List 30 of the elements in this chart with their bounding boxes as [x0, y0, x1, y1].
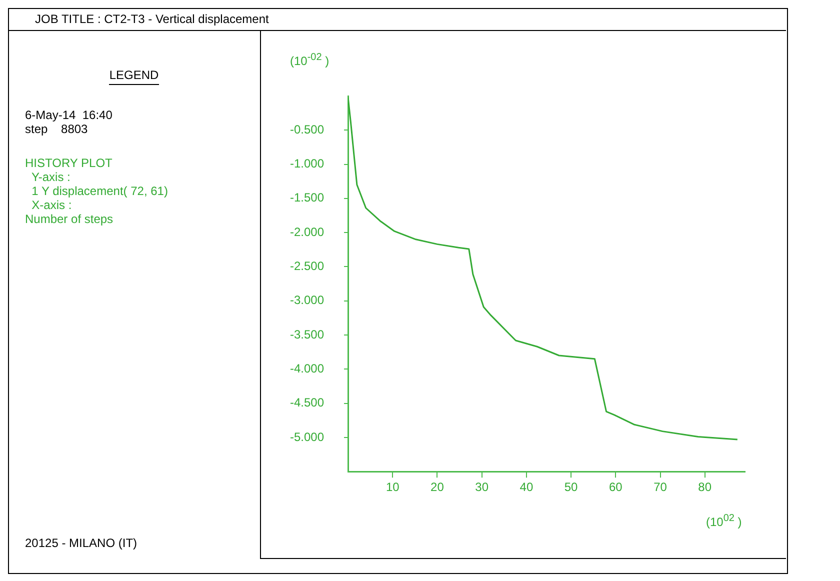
text: JOB TITLE : CT2-T3 - Vertical displacement — [35, 12, 269, 26]
x-tick-label: 50 — [564, 480, 578, 494]
x-tick-label: 40 — [520, 480, 534, 494]
x-tick-label: 30 — [475, 480, 489, 494]
text: 1 Y displacement( 72, 61) — [30, 184, 168, 198]
text: HISTORY PLOT — [25, 156, 114, 170]
y-tick-label: -3.500 — [290, 327, 324, 342]
y-tick-label: -1.000 — [290, 156, 324, 171]
y-axis-title: (10$^{-02}$ ) — [290, 52, 330, 68]
y-tick-label: -2.500 — [290, 259, 324, 274]
y-tick-label: -4.000 — [290, 361, 324, 376]
y-tick-label: -4.500 — [290, 396, 324, 410]
x-tick-label: 60 — [608, 480, 623, 494]
text: X-axis : — [30, 198, 73, 212]
x-tick-label: 80 — [698, 480, 712, 494]
text: step 8803 — [25, 122, 89, 136]
x-tick-label: 20 — [430, 480, 444, 494]
x-tick-label: 10 — [386, 480, 400, 494]
text: 6-May-14 16:40 — [25, 108, 112, 122]
text: Y-axis : — [30, 170, 72, 184]
y-tick-label: -5.000 — [290, 430, 324, 444]
y-tick-label: -2.000 — [290, 224, 324, 239]
x-axis-title: (10$^{02}$ ) — [706, 513, 742, 529]
text: LEGEND — [109, 68, 159, 85]
y-tick-label: -0.500 — [290, 122, 324, 136]
x-tick-label: 70 — [654, 480, 668, 494]
text: Number of steps — [25, 212, 114, 226]
y-tick-label: -1.500 — [290, 190, 324, 205]
text: 20125 - MILANO (IT) — [25, 536, 138, 550]
y-tick-label: -3.000 — [290, 293, 324, 308]
